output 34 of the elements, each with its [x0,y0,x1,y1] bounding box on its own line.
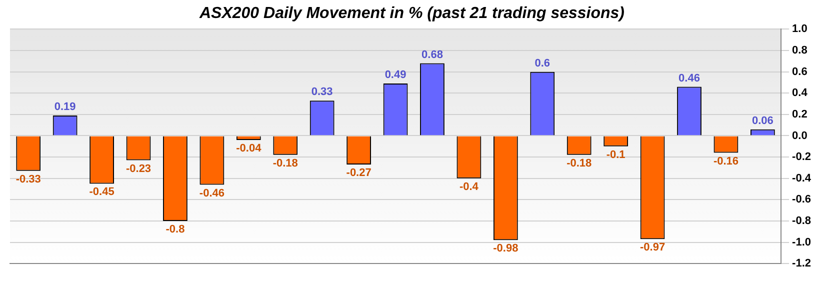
data-label: 0.19 [54,101,76,114]
y-tick-label: -0.8 [792,215,812,228]
data-label: 0.49 [384,69,406,82]
y-tick-label: 0.8 [792,44,808,57]
data-label: -0.18 [566,157,592,170]
data-label: 0.46 [678,72,700,84]
y-tick-label: 0.4 [792,87,808,100]
data-label: -0.33 [16,173,41,186]
data-label: -0.23 [126,162,152,175]
data-label: -0.8 [166,224,185,236]
data-label: 0.6 [534,57,550,70]
data-label: 0.33 [311,86,333,98]
data-label: -0.1 [606,148,626,161]
data-label: -0.16 [713,155,739,168]
y-tick-label: -0.4 [792,172,812,184]
data-label: -0.27 [346,167,372,180]
data-label: -0.4 [459,180,480,193]
y-tick-label: 0.6 [792,66,808,78]
y-tick-label: -0.6 [792,194,812,206]
data-label: 0.06 [752,114,774,127]
y-tick-label: 0.0 [792,130,808,142]
data-label: -0.46 [199,187,224,200]
y-tick-label: -0.2 [792,151,812,164]
chart-title: ASX200 Daily Movement in % (past 21 trading sessions) [198,5,625,22]
data-label: -0.97 [640,242,666,254]
y-tick-label: -1.2 [792,258,812,270]
data-label: -0.04 [236,142,262,155]
y-tick-label: 1.0 [792,23,808,36]
y-tick-label: 0.2 [792,108,808,120]
data-label: 0.68 [422,48,443,61]
data-label: -0.45 [89,186,114,198]
data-label: -0.18 [272,157,298,170]
data-label: -0.98 [493,242,518,255]
y-tick-label: -1.0 [792,236,812,248]
